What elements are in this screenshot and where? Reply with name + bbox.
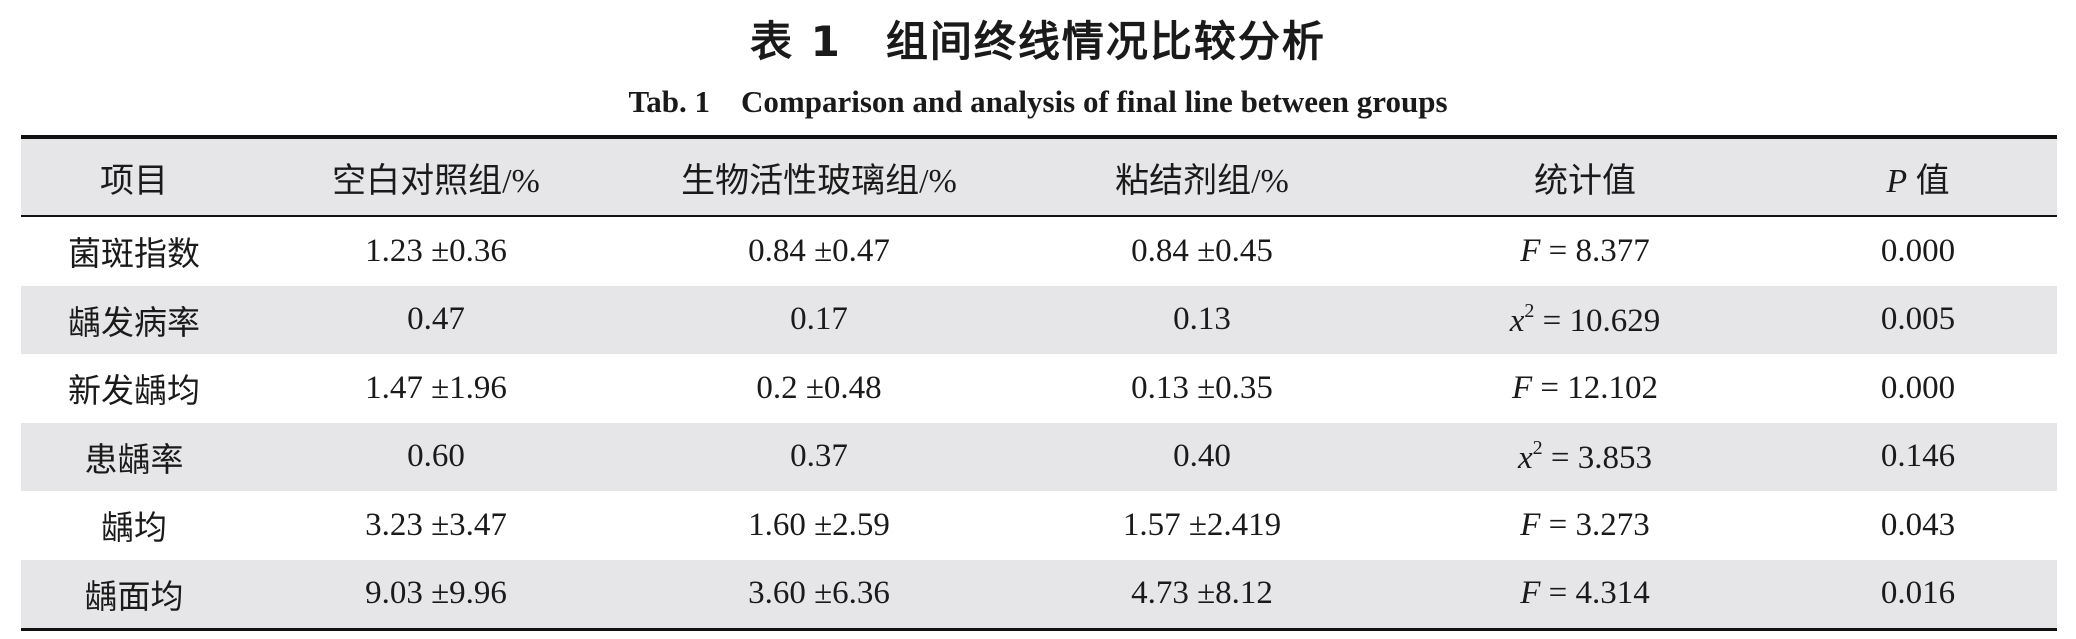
table-cell: F = 12.102 bbox=[1391, 370, 1779, 407]
cell-symbol: F bbox=[1511, 369, 1533, 406]
cell-symbol: x bbox=[1509, 302, 1525, 339]
table-cell: 0.40 bbox=[1173, 438, 1231, 475]
table-row: 龋发病率 0.47 0.17 0.13 x2 = 10.629 0.005 bbox=[21, 285, 2057, 354]
table-cell: F = 8.377 bbox=[1391, 233, 1779, 270]
table-cell: 0.13 ±0.35 bbox=[1131, 369, 1273, 406]
table-cell: 龋均 bbox=[101, 511, 167, 548]
table-cell: 菌斑指数 bbox=[68, 237, 200, 274]
cell-superscript: 2 bbox=[1524, 299, 1535, 322]
table-cell: 1.47 ±1.96 bbox=[365, 369, 507, 406]
cell-symbol: F bbox=[1520, 575, 1541, 612]
cell-text: 值 bbox=[1907, 162, 1950, 200]
table-cell: 0.84 ±0.47 bbox=[748, 232, 890, 269]
table-cell: 0.13 bbox=[1173, 301, 1231, 338]
table-cell: 龋发病率 bbox=[68, 305, 200, 342]
table-cell: 0.043 bbox=[1880, 506, 1956, 543]
table-title: 表 1 组间终线情况比较分析 bbox=[750, 17, 1326, 66]
cell-symbol: F bbox=[1520, 506, 1541, 543]
table-cell: 0.005 bbox=[1880, 301, 1956, 338]
table-cell: 1.60 ±2.59 bbox=[748, 506, 890, 543]
table-row: 龋均 3.23 ±3.47 1.60 ±2.59 1.57 ±2.419 F = 3.2… bbox=[21, 491, 2057, 560]
table-cell: 4.73 ±8.12 bbox=[1131, 575, 1273, 612]
table-row: 龋面均 9.03 ±9.96 3.60 ±6.36 4.73 ±8.12 F = 4.3… bbox=[21, 559, 2057, 628]
table-cell: 0.000 bbox=[1880, 232, 1956, 269]
table-cell: 患龋率 bbox=[84, 442, 184, 479]
table-row: 新发龋均 1.47 ±1.96 0.2 ±0.48 0.13 ±0.35 F = 12.… bbox=[21, 354, 2057, 423]
table-cell: 0.84 ±0.45 bbox=[1131, 232, 1273, 269]
table-cell: 0.146 bbox=[1880, 438, 1956, 475]
table-cell: 0.17 bbox=[790, 301, 848, 338]
table-cell: 0.2 ±0.48 bbox=[756, 369, 882, 406]
table: 项目 空白对照组/% 生物活性玻璃组/% 粘结剂组/% 统计值 P 值菌斑指数 1.23 ±… bbox=[21, 135, 2057, 631]
table-cell: 生物活性玻璃组/% bbox=[681, 162, 957, 200]
table-cell: 空白对照组/% bbox=[332, 162, 540, 200]
table-cell: 0.47 bbox=[407, 301, 465, 338]
table-row: 患龋率 0.60 0.37 0.40 x2 = 3.853 0.146 bbox=[21, 422, 2057, 491]
table-cell: 新发龋均 bbox=[68, 374, 200, 411]
table-cell: 龋面均 bbox=[84, 579, 184, 616]
cell-text: = 8.377 bbox=[1540, 232, 1650, 269]
table-cell: 9.03 ±9.96 bbox=[365, 575, 507, 612]
cell-text: = 10.629 bbox=[1534, 302, 1661, 339]
table-cell: x2 = 3.853 bbox=[1391, 437, 1779, 477]
table-cell: 3.23 ±3.47 bbox=[365, 506, 507, 543]
table-cell: P 值 bbox=[1779, 153, 2057, 202]
table-cell: 0.60 bbox=[407, 438, 465, 475]
table-cell: 0.016 bbox=[1880, 575, 1956, 612]
cell-superscript: 2 bbox=[1532, 436, 1543, 459]
table-cell: F = 4.314 bbox=[1391, 575, 1779, 612]
cell-text: = 12.102 bbox=[1532, 369, 1659, 406]
table-cell: 1.23 ±0.36 bbox=[365, 232, 507, 269]
table-cell: 3.60 ±6.36 bbox=[748, 575, 890, 612]
cell-text: = 3.273 bbox=[1540, 506, 1650, 543]
table-cell: 1.57 ±2.419 bbox=[1122, 506, 1282, 543]
cell-text: = 4.314 bbox=[1540, 575, 1650, 612]
table-cell: 项目 bbox=[100, 162, 168, 200]
table-cell: x2 = 10.629 bbox=[1391, 300, 1779, 340]
table-cell: 0.37 bbox=[790, 438, 848, 475]
cell-symbol: F bbox=[1520, 232, 1541, 269]
table-cell: 0.000 bbox=[1880, 369, 1956, 406]
table-cell: 粘结剂组/% bbox=[1115, 162, 1289, 200]
table-cell: F = 3.273 bbox=[1391, 507, 1779, 544]
table-row: 菌斑指数 1.23 ±0.36 0.84 ±0.47 0.84 ±0.45 F = 8.… bbox=[21, 217, 2057, 286]
table-subtitle: Tab. 1 Comparison and analysis of final … bbox=[628, 84, 1448, 119]
table-cell: 统计值 bbox=[1534, 162, 1636, 200]
header-row: 项目 空白对照组/% 生物活性玻璃组/% 粘结剂组/% 统计值 P 值 bbox=[21, 139, 2057, 217]
cell-symbol: P bbox=[1886, 162, 1908, 200]
cell-text: = 3.853 bbox=[1542, 439, 1653, 476]
cell-symbol: x bbox=[1517, 439, 1533, 476]
